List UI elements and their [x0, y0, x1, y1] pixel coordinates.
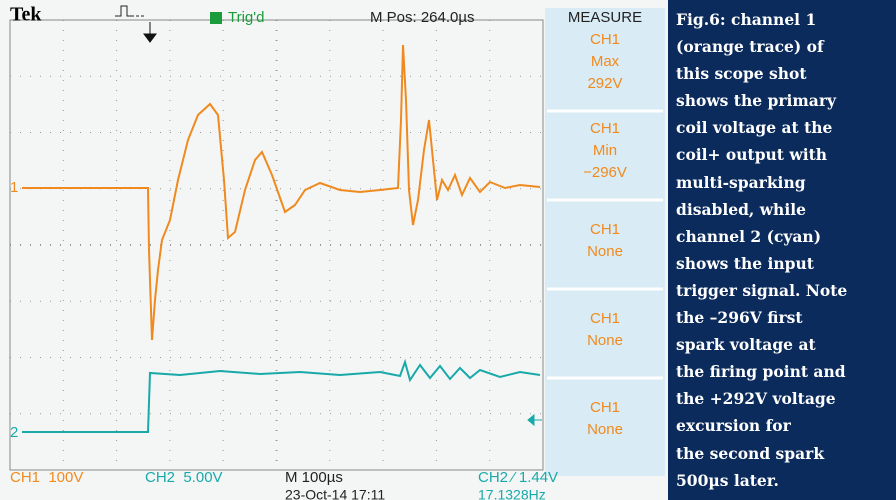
panel-title: MEASURE	[568, 9, 642, 26]
caption-line: channel 2 (cyan)	[676, 223, 892, 250]
caption-line: the second spark	[676, 440, 892, 467]
measure-text: 292V	[587, 75, 622, 92]
caption-line: (orange trace) of	[676, 33, 892, 60]
ch1-marker: 1	[10, 179, 18, 196]
measure-text: None	[587, 332, 623, 349]
measure-text: −296V	[583, 164, 627, 181]
caption-line: coil+ output with	[676, 141, 892, 168]
measure-text: None	[587, 243, 623, 260]
caption-line: this scope shot	[676, 60, 892, 87]
caption-line: the –296V first	[676, 304, 892, 331]
caption-line: the firing point and	[676, 358, 892, 385]
ch2-scale: CH2 5.00V	[145, 469, 223, 486]
position: M Pos: 264.0µs	[370, 9, 475, 26]
measure-text: None	[587, 421, 623, 438]
figure: Tek Trig'd M Pos: 264.0µs MEASURE CH1 Max…	[0, 0, 896, 500]
measure-text: CH1	[590, 120, 620, 137]
frequency: 17.1328Hz	[478, 487, 546, 500]
ch2-marker: 2	[10, 424, 18, 441]
caption-line: multi-sparking	[676, 169, 892, 196]
caption-line: the +292V voltage	[676, 385, 892, 412]
timestamp: 23-Oct-14 17:11	[285, 487, 385, 500]
caption-line: shows the primary	[676, 87, 892, 114]
timebase: M 100µs	[285, 469, 343, 486]
trigger-setting: CH2 ⁄ 1.44V	[478, 469, 558, 486]
caption-line: shows the input	[676, 250, 892, 277]
measure-text: CH1	[590, 399, 620, 416]
brand: Tek	[10, 4, 42, 26]
caption-line: excursion for	[676, 412, 892, 439]
caption-line: spark voltage at	[676, 331, 892, 358]
caption-line: trigger signal. Note	[676, 277, 892, 304]
trig-icon	[210, 12, 222, 24]
scope-screen: Tek Trig'd M Pos: 264.0µs MEASURE CH1 Max…	[0, 0, 668, 500]
caption-line: coil voltage at the	[676, 114, 892, 141]
caption-line: Fig.6: channel 1	[676, 6, 892, 33]
measure-text: Max	[591, 53, 620, 70]
trigger-status: Trig'd	[228, 9, 264, 26]
caption-line: 500µs later.	[676, 467, 892, 494]
measure-text: CH1	[590, 221, 620, 238]
measure-text: Min	[593, 142, 617, 159]
caption-line: disabled, while	[676, 196, 892, 223]
measure-text: CH1	[590, 31, 620, 48]
ch1-scale: CH1 100V	[10, 469, 83, 486]
measure-text: CH1	[590, 310, 620, 327]
